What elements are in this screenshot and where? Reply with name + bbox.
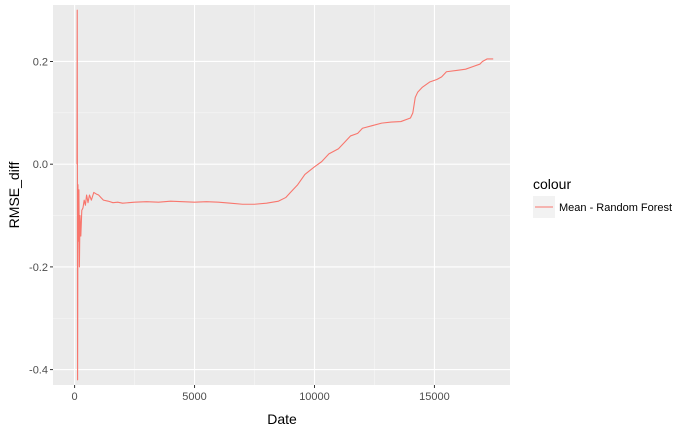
y-tick-label: -0.4 <box>29 365 48 377</box>
y-axis-title: RMSE_diff <box>6 162 22 229</box>
x-tick-label: 15000 <box>419 391 450 403</box>
x-axis-title: Date <box>267 411 297 427</box>
y-axis: -0.4 -0.2 0.0 0.2 <box>29 56 53 377</box>
x-tick-label: 10000 <box>299 391 330 403</box>
minor-gridlines <box>53 5 510 385</box>
y-tick-label: 0.0 <box>33 159 48 171</box>
legend-label: Mean - Random Forest <box>559 202 672 214</box>
x-tick-label: 0 <box>72 391 78 403</box>
major-gridlines <box>53 5 510 385</box>
plot-panel <box>53 5 510 385</box>
y-tick-label: -0.2 <box>29 262 48 274</box>
legend: colour Mean - Random Forest <box>533 176 672 218</box>
x-axis: 0 5000 10000 15000 <box>72 385 450 403</box>
legend-title: colour <box>533 176 571 192</box>
series-line <box>76 9 494 381</box>
x-tick-label: 5000 <box>182 391 206 403</box>
y-tick-label: 0.2 <box>33 56 48 68</box>
series-layer <box>76 9 494 381</box>
